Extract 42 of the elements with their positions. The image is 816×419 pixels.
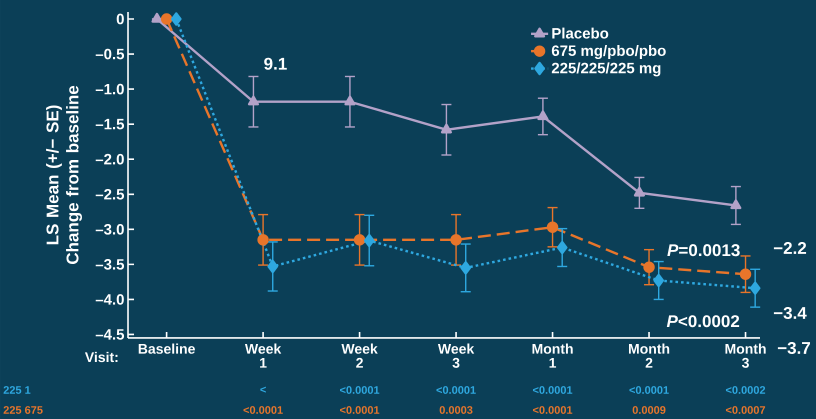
annotation: P=0.0013 [667, 244, 740, 256]
legend-label: 225/225/225 mg [552, 62, 660, 76]
text: <0.0001 [629, 386, 669, 394]
text: < [260, 386, 266, 393]
y-tick-label: –4.0 [96, 294, 124, 305]
x-tick-label: Week 2 [341, 344, 378, 368]
legend-label: Placebo [552, 28, 608, 39]
text: −2.2 [774, 242, 806, 254]
text: <0.0001 [340, 386, 380, 394]
text: <0.0001 [436, 386, 476, 394]
text: −3.7 [778, 342, 810, 354]
x-tick-label: Month 1 [532, 344, 573, 368]
text: 225 1 [4, 386, 30, 394]
text: <0.0001 [532, 406, 572, 414]
x-tick-label: Week 1 [244, 344, 282, 368]
text: 225 675 [4, 406, 43, 414]
x-tick-label: Baseline [138, 344, 195, 354]
text: 0.0009 [632, 406, 666, 414]
text: Visit: [84, 352, 118, 362]
text: <0.0002 [726, 386, 766, 394]
text: <0.0001 [340, 406, 380, 414]
x-tick-label: Month 3 [725, 344, 766, 368]
y-axis-title: LS Mean (+/− SE) Change from baseline [46, 86, 82, 264]
legend-label: 675 mg/pbo/pbo [552, 44, 666, 60]
text: −3.4 [774, 306, 807, 320]
y-tick-label: –4.5 [96, 329, 124, 340]
text: <0.0001 [532, 386, 572, 394]
y-tick-label: –2.5 [96, 188, 124, 200]
y-tick-label: –3.0 [96, 224, 124, 235]
y-tick-label: –2.0 [96, 154, 124, 165]
text: <0.0007 [726, 406, 766, 414]
y-tick-label: 0 [116, 14, 124, 24]
text: 0.0003 [440, 406, 472, 414]
y-tick-label: –1.0 [96, 84, 124, 94]
y-tick-label: –0.5 [96, 48, 124, 60]
x-tick-label: Week 3 [438, 344, 474, 368]
annotation: 9.1 [264, 58, 287, 70]
annotation: P<0.0002 [666, 315, 740, 328]
y-tick-label: –3.5 [96, 259, 124, 270]
x-tick-label: Month 2 [628, 344, 670, 368]
y-tick-label: –1.5 [96, 118, 124, 130]
text: <0.0001 [244, 406, 283, 414]
